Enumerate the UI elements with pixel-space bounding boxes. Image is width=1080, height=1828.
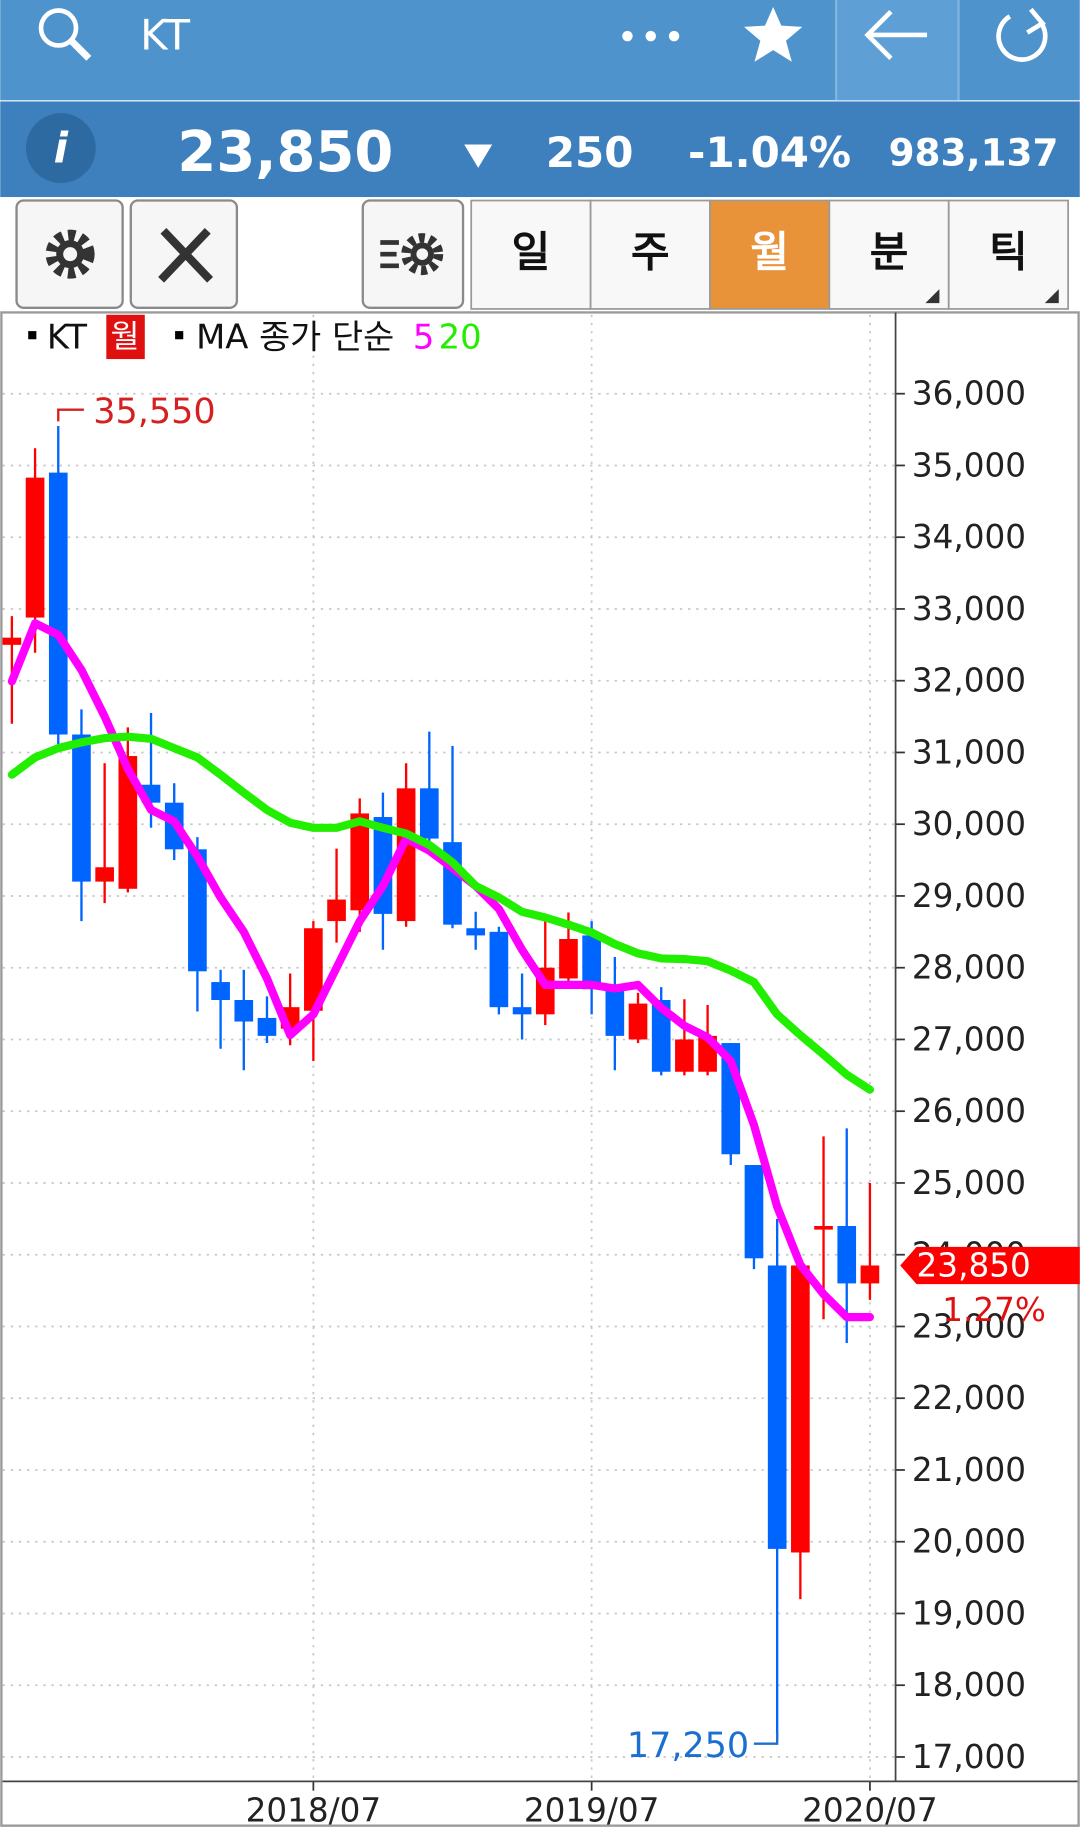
candle-body [628,1003,648,1040]
candle-body [211,982,230,1000]
candle-body [396,788,416,922]
legend-symbol: KT [47,317,88,356]
candle-body [837,1226,857,1284]
y-tick-label: 33,000 [912,590,1026,628]
price-tag [900,1246,1080,1285]
y-tick-label: 19,000 [912,1594,1026,1632]
annotation-label: 35,550 [93,392,215,432]
y-tick-label: 36,000 [912,375,1026,413]
quote-bar [0,101,1080,198]
candle-body [25,477,45,618]
indicator-button[interactable] [361,199,465,309]
candle-body [582,935,601,990]
down-arrow [464,144,493,168]
candle-body [327,899,346,922]
search-button[interactable] [38,8,92,61]
y-tick-label: 20,000 [912,1523,1026,1561]
y-tick-label: 32,000 [912,662,1026,700]
settings-button[interactable] [15,199,124,309]
volume: 983,137 [889,131,1059,175]
y-tick-label: 28,000 [912,949,1026,987]
tab[interactable] [947,199,1069,310]
y-tick-label: 17,000 [912,1738,1026,1776]
tools-button[interactable] [129,199,239,309]
tab-label: 주 [631,227,670,276]
back-button[interactable] [864,10,928,60]
x-tick-label: 2020/07 [802,1792,938,1828]
y-tick-label: 27,000 [912,1020,1026,1058]
candle-body [860,1265,880,1284]
tab[interactable] [828,199,950,310]
annotation-arrow [753,1732,779,1745]
candle-body [234,999,254,1022]
change: 250 [546,128,634,177]
annotation-label: 17,250 [627,1726,749,1766]
y-tick-label: 31,000 [912,733,1026,771]
candle-body [651,999,671,1072]
y-tick-label: 26,000 [912,1092,1026,1130]
legend-ma20: 20 [439,317,482,356]
legend: KT 월 MA 종가 단순 5 20 [28,314,482,360]
y-tick-label: 34,000 [912,518,1026,556]
price-tag-label: 23,850 [917,1246,1031,1284]
more-button[interactable] [622,30,680,42]
y-tick-label: 23,000 [912,1307,1026,1345]
legend-ma-label: MA 종가 단순 [196,317,394,356]
tab[interactable] [589,199,711,310]
candle-body [48,472,68,735]
candle-body [304,928,323,1011]
chart-frame [0,311,1080,1827]
y-tick-label: 35,000 [912,446,1026,484]
y-tick-label: 22,000 [912,1379,1026,1417]
x-tick-label: 2018/07 [246,1792,382,1828]
y-tick-label: 21,000 [912,1451,1026,1489]
info-button[interactable] [25,113,96,184]
tab-corner [1044,289,1059,304]
candle-body [767,1265,787,1549]
y-tick-label: 25,000 [912,1164,1026,1202]
ma-line [7,732,875,1094]
candle-body [72,734,91,882]
tab-label: 월 [750,227,789,276]
price: 23,850 [177,120,393,185]
chart: 17,000 18,000 19,000 20,000 21,000 22,000 23,0… [2,312,1080,1828]
refresh-button[interactable] [996,7,1048,62]
candle-body [188,849,207,972]
candle-body [419,788,439,839]
candle-body [675,1039,694,1072]
candle-body [814,1226,833,1230]
candle-body [512,1007,532,1015]
tab-label: 일 [512,227,551,276]
tab-label: 틱 [989,227,1028,276]
y-tick-label: 30,000 [912,805,1026,843]
back-cell [837,0,958,101]
candle-body [605,989,625,1036]
candle-body [744,1165,764,1259]
candle-body [118,756,138,889]
y-tick-label: 18,000 [912,1666,1026,1704]
ma-line [7,619,875,1322]
candle-body [466,928,486,936]
tab-label: 분 [870,227,909,276]
candle-body [791,1265,810,1553]
x-tick-label: 2019/07 [524,1792,660,1828]
change-label: 1.27% [942,1291,1046,1329]
change-pct: -1.04% [688,128,851,177]
candle-body [257,1017,277,1036]
candle-body [350,813,370,911]
legend-ma5: 5 [413,317,435,356]
candle-body [559,939,578,979]
legend-period: 월 [110,319,139,355]
candle-body [489,931,509,1008]
candle-body [95,867,114,882]
y-tick-label: 29,000 [912,877,1026,915]
favorite-button[interactable] [744,6,803,62]
candle-body [2,637,22,645]
info-icon: i [54,124,69,173]
symbol: KT [140,10,190,59]
annotation-arrow [57,408,84,422]
